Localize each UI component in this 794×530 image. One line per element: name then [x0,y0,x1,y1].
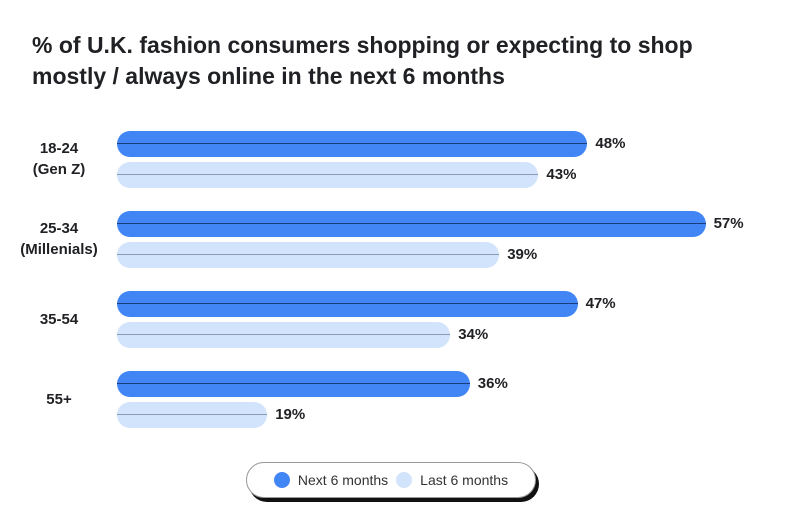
data-label: 34% [458,326,489,343]
legend-label-last: Last 6 months [420,472,509,488]
bar-last [117,322,451,348]
bar-next [117,291,578,317]
category-label: 55+ [10,389,108,410]
bar-last [117,242,500,268]
data-label: 47% [585,295,616,312]
data-label: 39% [507,246,538,263]
legend-item-last: Last 6 months [396,472,508,488]
legend: Next 6 months Last 6 months [246,462,536,498]
category-label: 25-34 (Millenials) [10,218,108,260]
bar-last [117,162,539,188]
category-label-line: 25-34 [39,220,79,237]
data-label: 57% [713,215,744,232]
category-label: 18-24 (Gen Z) [10,138,108,180]
bar-next [117,131,588,157]
bar-next [117,371,470,397]
legend-swatch-last [396,472,413,488]
category-label-line: (Millenials) [20,241,98,258]
bar-next [117,211,706,237]
category-label-line: 35-54 [39,310,79,328]
category-label-line: 55+ [46,390,72,408]
data-label: 48% [595,135,626,152]
data-label: 36% [477,375,508,392]
data-label: 43% [546,166,577,183]
category-label-line: 18-24 [39,140,79,157]
legend-label-next: Next 6 months [297,472,389,488]
legend-item-next: Next 6 months [273,472,389,488]
chart-title: % of U.K. fashion consumers shopping or … [32,32,693,89]
category-label: 35-54 [10,309,108,330]
bar-last [117,402,268,428]
data-label: 19% [275,406,306,423]
category-label-line: (Gen Z) [32,161,86,178]
legend-swatch-next [273,472,290,488]
